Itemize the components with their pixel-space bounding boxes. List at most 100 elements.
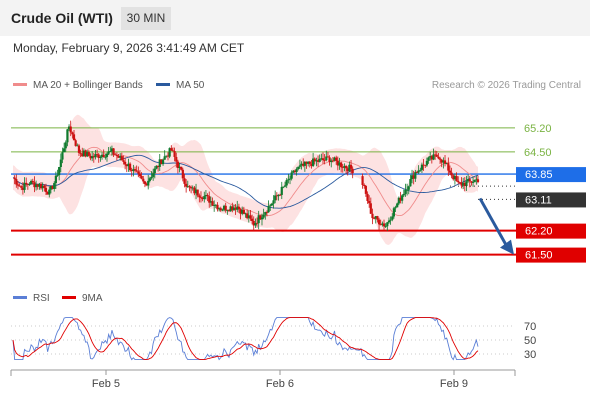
candle-body [231,206,234,211]
candle-body [465,181,468,186]
candle-body [382,223,386,227]
rsi-line [12,317,479,361]
candle-body [119,156,122,158]
candle-body [349,164,353,169]
candle-body [470,181,473,183]
candle-body [415,172,419,173]
candle-body [105,153,109,157]
candle-body [320,158,323,160]
x-tick-label: Feb 9 [440,378,468,390]
candle-body [262,214,265,218]
candle-body [30,180,33,185]
candle-body [191,187,194,189]
candle-body [405,189,409,191]
candle-body [95,154,99,155]
candle-body [254,222,257,226]
rsi-tick-label: 70 [524,321,536,333]
candle-body [94,154,97,158]
candle-body [92,156,95,158]
rsi-ma9-line [12,317,479,361]
candle-body [125,164,128,167]
candle-body [409,178,412,187]
candle-body [326,156,330,158]
candle-body [323,160,326,161]
candle-body [343,165,346,168]
candle-body [38,183,41,187]
candle-body [147,180,150,186]
candle-body [46,191,49,195]
candle-body [279,194,282,196]
candle-body [313,158,316,162]
candle-body [457,180,460,183]
candle-body [471,182,475,183]
candle-body [28,184,31,186]
candle-body [89,155,92,159]
candle-body [117,155,120,158]
candle-body [145,183,148,186]
candle-body [137,171,140,174]
candle-body [112,148,115,155]
candle-body [161,159,165,165]
legend-rsi-label: RSI [33,293,50,304]
level-label-62-20: 62.20 [525,226,553,238]
candle-body [460,182,463,186]
projection-arrow-shaft [478,197,509,248]
candle-body [201,197,204,200]
candle-body [104,156,107,158]
candle-body [56,175,59,176]
candle-body [226,210,229,211]
candle-body [204,195,208,197]
candle-body [214,204,217,206]
candle-body [391,216,394,220]
candle-body [163,156,166,160]
rsi-tick-label: 30 [524,349,536,361]
candle-body [333,157,336,161]
candle-body [432,154,435,160]
candle-body [300,163,303,166]
candle-body [283,185,287,187]
candle-body [292,170,295,173]
candle-body [384,226,387,228]
candle-body [21,187,24,190]
candle-body [150,176,153,179]
x-tick-label: Feb 6 [266,378,294,390]
candle-body [87,152,90,156]
candle-body [232,207,236,211]
candle-body [247,215,250,219]
candle-body [267,206,270,213]
candle-body [242,209,245,214]
candle-body [153,168,156,174]
candle-body [397,197,400,204]
candle-body [338,162,341,166]
candle-body [402,193,405,196]
timeframe-badge[interactable]: 30 MIN [121,7,171,30]
candle-body [425,160,428,166]
candle-body [81,153,84,157]
candle-body [396,203,399,208]
candle-body [476,179,480,183]
candle-body [419,169,422,171]
candle-body [63,148,66,153]
candle-body [199,197,203,199]
ma9-swatch-icon [62,295,76,299]
candle-body [33,182,36,188]
candle-body [246,213,249,219]
candle-body [128,163,132,171]
candle-body [218,208,221,210]
candle-body [475,179,478,181]
candle-body [361,176,364,185]
candle-body [84,150,87,157]
candle-body [463,182,466,186]
candle-body [168,148,171,157]
candle-body [107,151,110,154]
candle-body [473,179,476,183]
candle-body [23,182,26,190]
candle-body [331,160,334,162]
candle-body [102,154,105,158]
candle-body [312,158,315,166]
candle-body [15,179,18,185]
bollinger-band-area [13,114,478,245]
candle-body [221,209,224,211]
legend-9ma-label: 9MA [82,293,103,304]
candle-body [194,189,198,194]
